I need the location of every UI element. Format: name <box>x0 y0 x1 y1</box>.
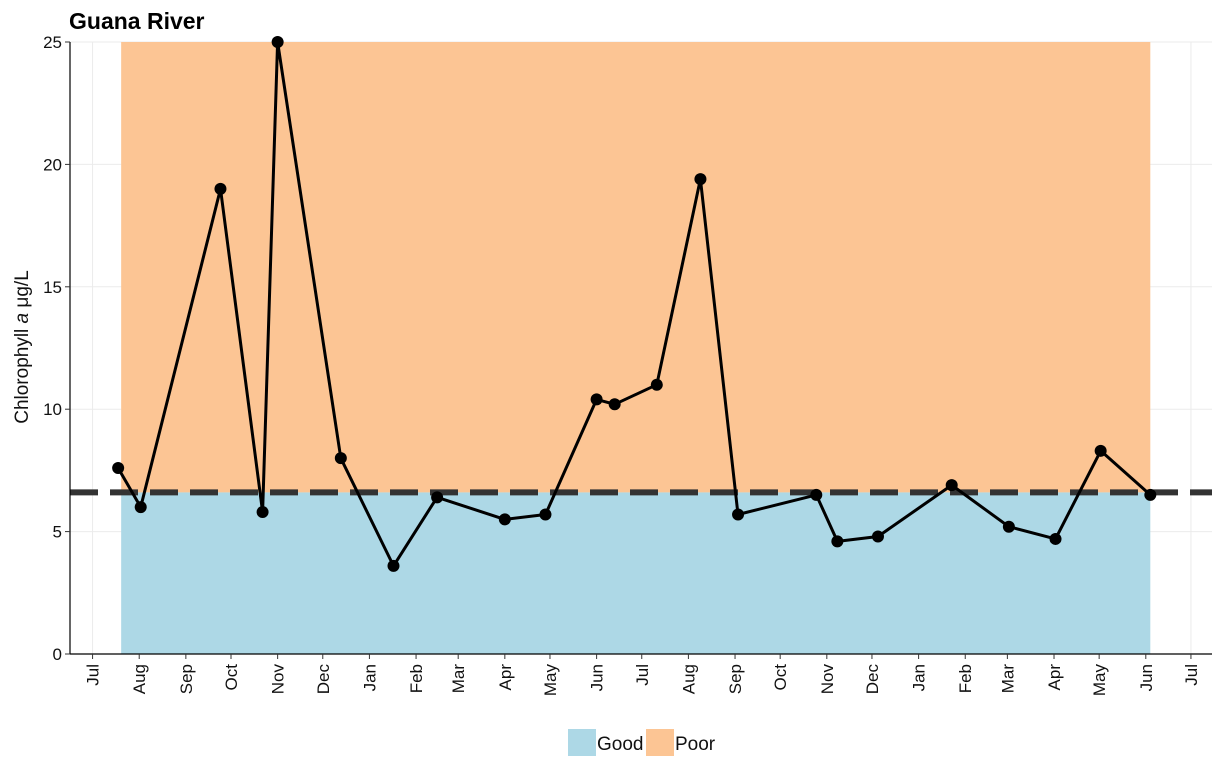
y-axis-label-italic: a <box>12 313 33 324</box>
x-tick-label: May <box>1090 664 1109 697</box>
good-region <box>121 492 1151 654</box>
y-axis-ticks: 0 5 10 15 20 25 <box>43 33 70 664</box>
data-point <box>214 182 227 195</box>
y-tick-label: 20 <box>43 155 62 174</box>
data-point <box>590 393 603 406</box>
x-tick-label: Aug <box>679 664 698 694</box>
data-point <box>650 378 663 391</box>
y-axis-label-unit: μg/L <box>12 270 33 313</box>
data-point <box>945 479 958 492</box>
data-point <box>334 452 347 465</box>
y-tick-label: 15 <box>43 278 62 297</box>
x-tick-label: Dec <box>863 664 882 695</box>
series-group <box>112 36 1157 572</box>
x-axis-ticks: Jul Aug Sep Oct Nov Dec Jan Feb Mar Apr May Jun Jul A… <box>84 654 1201 696</box>
x-tick-label: Jan <box>910 664 929 691</box>
y-tick-label: 5 <box>53 523 62 542</box>
data-point <box>810 488 823 501</box>
x-tick-label: Aug <box>130 664 149 694</box>
x-tick-label: Dec <box>314 664 333 695</box>
data-point <box>608 398 621 411</box>
data-point <box>431 491 444 504</box>
x-tick-label: Jul <box>84 664 103 686</box>
x-tick-label: Sep <box>726 664 745 694</box>
poor-region <box>121 42 1151 493</box>
data-point <box>1002 520 1015 533</box>
x-tick-label: Nov <box>818 664 837 695</box>
x-tick-label: Apr <box>1045 664 1064 691</box>
data-point <box>732 508 745 521</box>
data-point <box>271 36 284 48</box>
data-point <box>1094 444 1107 457</box>
x-tick-label: Oct <box>222 664 241 691</box>
y-axis-label-main: Chlorophyll <box>12 323 33 423</box>
axes <box>69 42 1212 655</box>
data-point <box>134 501 147 514</box>
legend: Good Poor <box>568 729 716 756</box>
x-tick-label: Nov <box>269 664 288 695</box>
x-tick-label: Mar <box>449 664 468 694</box>
data-point <box>256 506 269 519</box>
x-tick-label: Jun <box>1137 664 1156 691</box>
data-point <box>1049 532 1062 545</box>
data-point <box>871 530 884 543</box>
x-tick-label: Apr <box>496 664 515 691</box>
legend-key <box>646 729 674 756</box>
x-tick-label: May <box>541 664 560 697</box>
data-point <box>1144 488 1157 501</box>
x-tick-label: Sep <box>177 664 196 694</box>
x-tick-label: Jan <box>360 664 379 691</box>
x-tick-label: Feb <box>407 664 426 693</box>
data-point <box>694 173 707 186</box>
x-tick-label: Jul <box>633 664 652 686</box>
x-tick-label: Feb <box>956 664 975 693</box>
x-tick-label: Jun <box>588 664 607 691</box>
legend-key <box>568 729 596 756</box>
chart-title: Guana River <box>69 8 205 34</box>
x-tick-label: Mar <box>998 664 1017 694</box>
legend-label: Good <box>597 734 643 755</box>
legend-label: Poor <box>675 734 716 755</box>
data-point <box>387 559 400 572</box>
data-point <box>498 513 511 526</box>
y-tick-label: 0 <box>53 645 62 664</box>
y-tick-label: 10 <box>43 400 62 419</box>
x-tick-label: Oct <box>771 664 790 691</box>
y-axis-label: Chlorophyll a μg/L <box>12 270 33 424</box>
data-point <box>831 535 844 548</box>
y-tick-label: 25 <box>43 33 62 52</box>
quality-regions <box>121 42 1151 654</box>
data-point <box>539 508 552 521</box>
data-point <box>112 461 125 474</box>
x-tick-label: Jul <box>1182 664 1201 686</box>
